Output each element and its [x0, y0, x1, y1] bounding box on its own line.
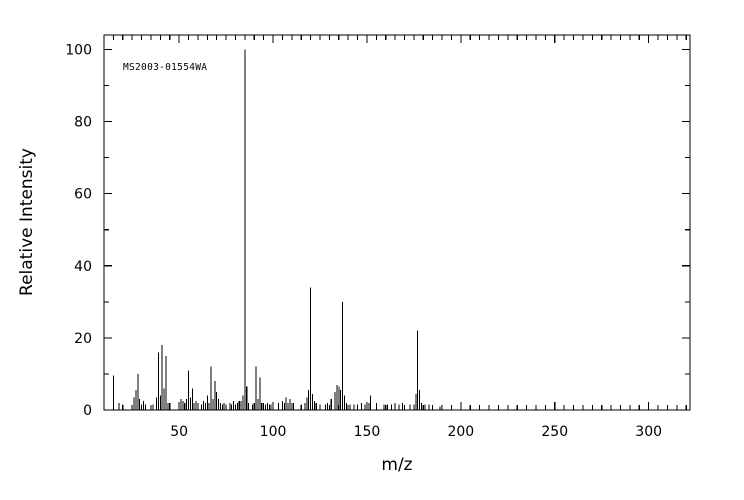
x-tick-label: 200 [447, 424, 474, 440]
x-axis-ticks [103, 35, 687, 410]
sample-id-annotation: MS2003-01554WA [123, 62, 207, 73]
x-axis-tick-labels: 50 100 150 200 250 300 [170, 424, 662, 440]
y-axis-ticks [104, 48, 690, 411]
y-tick-label: 0 [83, 403, 92, 419]
x-tick-label: 100 [260, 424, 287, 440]
peak-series [112, 49, 441, 410]
y-axis-title: Relative Intensity [17, 148, 37, 296]
x-tick-label: 300 [635, 424, 662, 440]
y-tick-label: 80 [74, 115, 92, 131]
x-tick-label: 150 [354, 424, 381, 440]
y-tick-label: 20 [74, 331, 92, 347]
x-axis-title: m/z [381, 455, 412, 475]
y-tick-label: 100 [65, 42, 92, 58]
y-axis-tick-labels: 0 20 40 60 80 100 [65, 42, 92, 419]
y-tick-label: 60 [74, 187, 92, 203]
x-tick-label: 50 [170, 424, 188, 440]
x-tick-label: 250 [541, 424, 568, 440]
y-tick-label: 40 [74, 259, 92, 275]
plot-frame [103, 34, 691, 411]
